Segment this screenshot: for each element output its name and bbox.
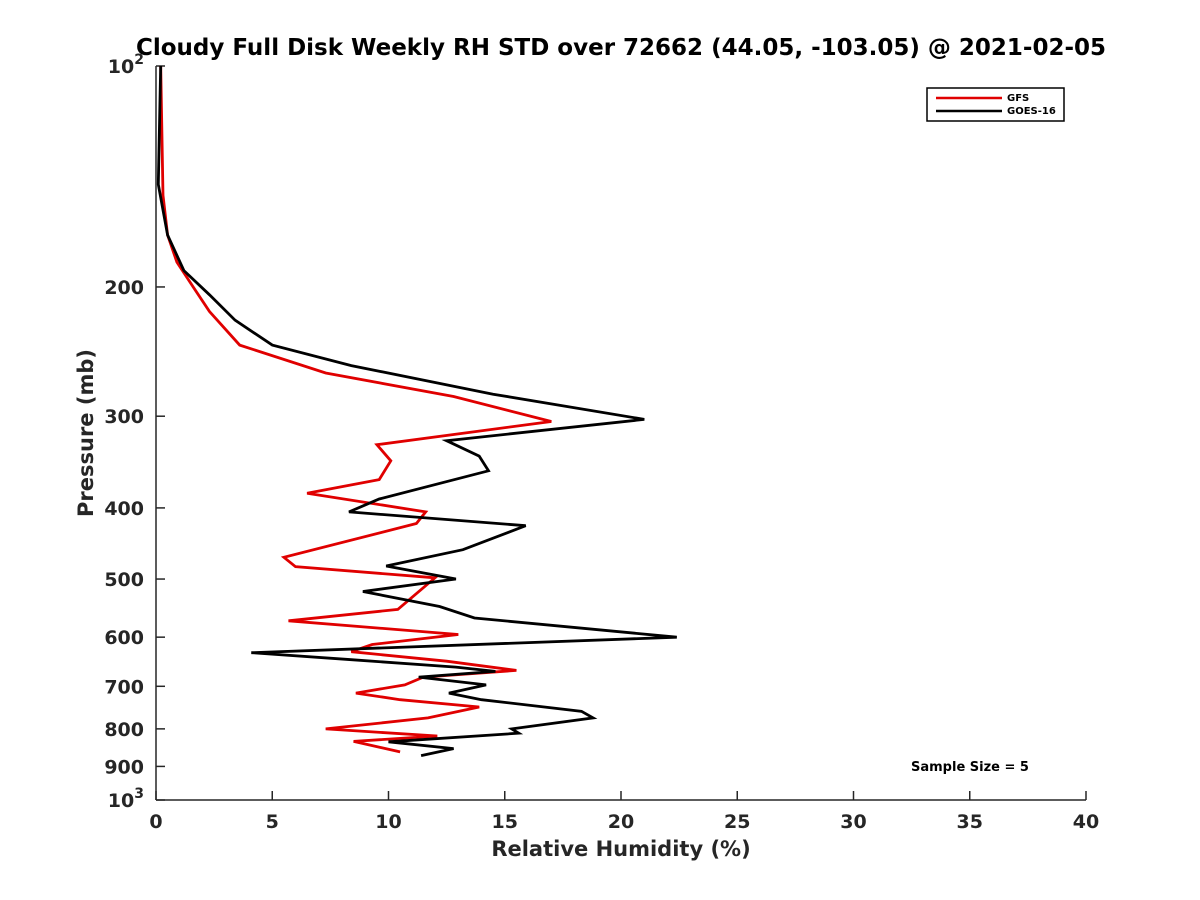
y-tick-label: 900 <box>104 756 144 778</box>
legend: GFS GOES-16 <box>926 87 1065 122</box>
series-line-goes16 <box>156 65 677 757</box>
y-tick-label: 102 <box>108 52 144 78</box>
x-tick-label: 20 <box>608 811 634 833</box>
x-tick-label: 40 <box>1073 811 1099 833</box>
y-tick-label: 200 <box>104 277 144 299</box>
series-lines <box>156 65 677 757</box>
series-line-gfs <box>159 65 552 754</box>
y-axis-title: Pressure (mb) <box>74 349 98 517</box>
y-ticks: 102 200 300 400 500 600 700 800 900 103 <box>104 52 165 812</box>
x-tick-label: 15 <box>492 811 518 833</box>
y-tick-label: 300 <box>104 406 144 428</box>
y-tick-label: 103 <box>108 786 144 812</box>
x-axis-title: Relative Humidity (%) <box>491 837 750 861</box>
x-tick-label: 30 <box>840 811 866 833</box>
y-tick-label: 500 <box>104 569 144 591</box>
x-tick-label: 25 <box>724 811 750 833</box>
x-tick-label: 5 <box>266 811 279 833</box>
legend-box <box>926 87 1065 122</box>
y-tick-label: 700 <box>104 676 144 698</box>
x-ticks: 0 5 10 15 20 25 30 35 40 <box>149 791 1099 833</box>
plot-area: 0 5 10 15 20 25 30 35 40 102 200 300 400 500 600 700 80… <box>104 52 1099 833</box>
x-tick-label: 10 <box>375 811 401 833</box>
y-tick-label: 600 <box>104 627 144 649</box>
legend-label-goes16: GOES-16 <box>1007 106 1056 117</box>
x-tick-label: 0 <box>149 811 162 833</box>
legend-label-gfs: GFS <box>1007 93 1029 104</box>
x-tick-label: 35 <box>957 811 983 833</box>
y-tick-label: 400 <box>104 498 144 520</box>
y-tick-label: 800 <box>104 719 144 741</box>
sample-size-annotation: Sample Size = 5 <box>911 760 1029 775</box>
chart-title: Cloudy Full Disk Weekly RH STD over 7266… <box>136 35 1106 61</box>
